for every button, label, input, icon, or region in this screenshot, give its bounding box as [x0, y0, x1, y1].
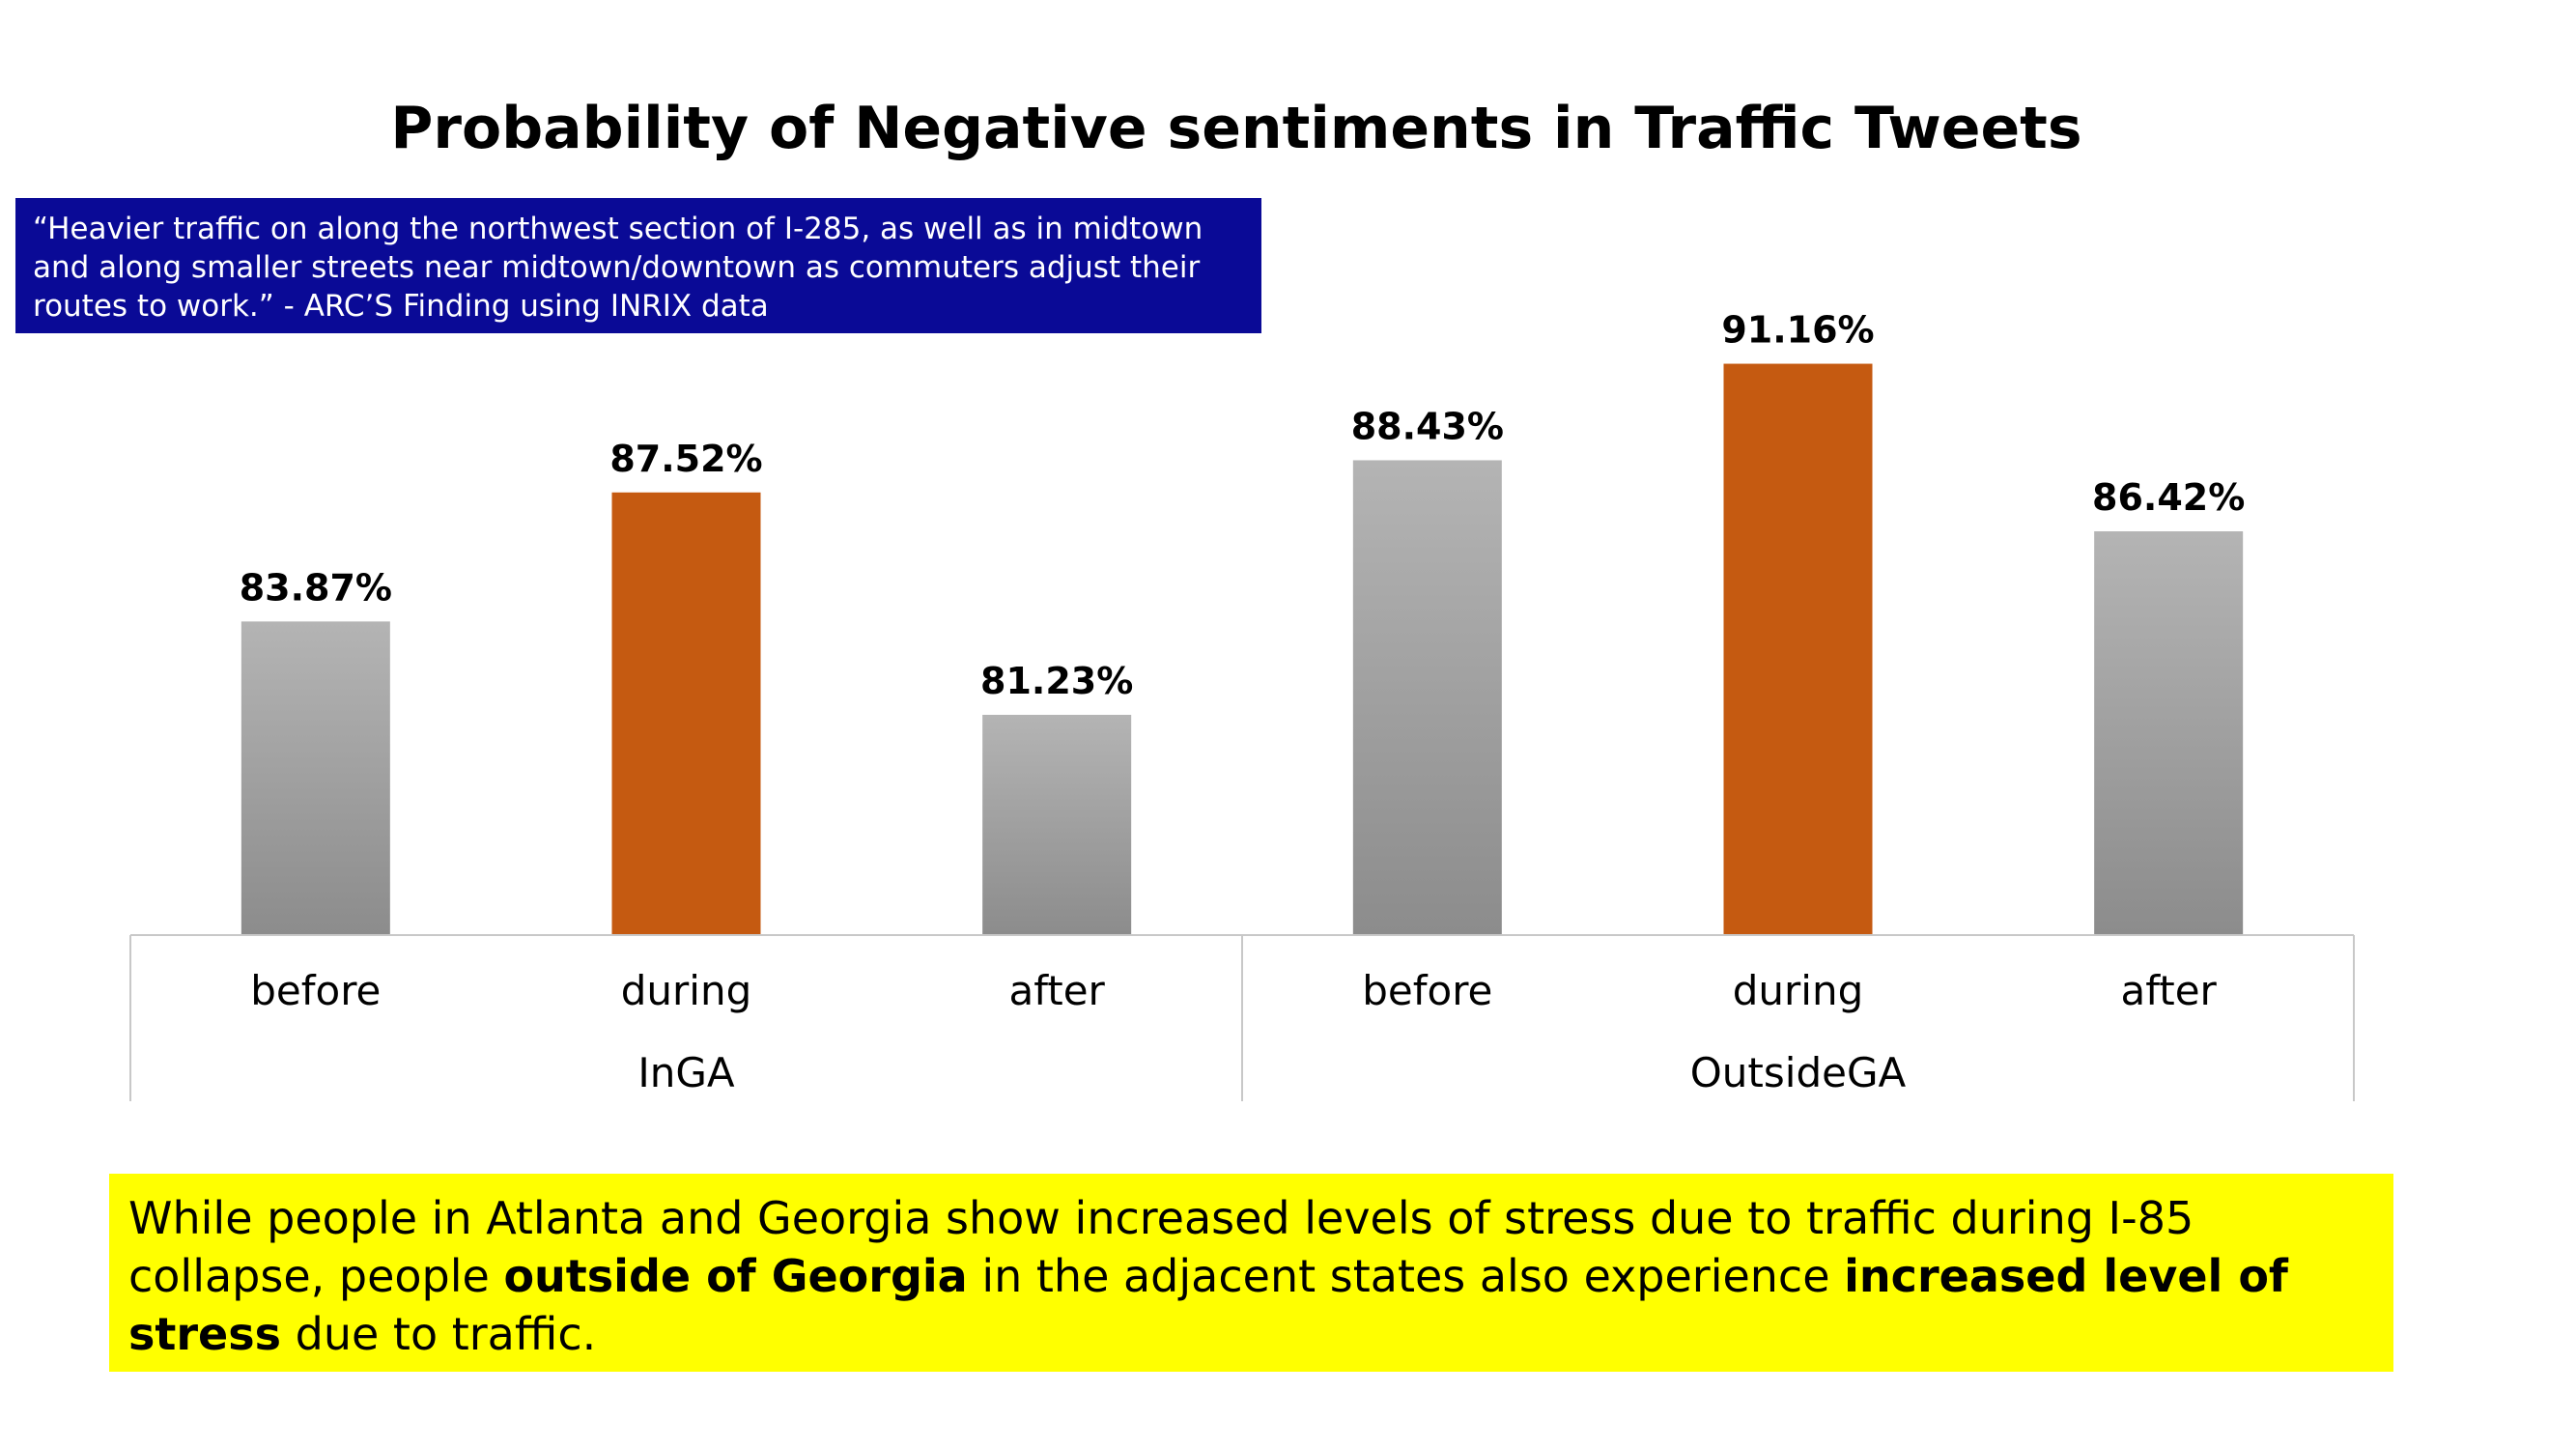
bar-inga-during [611, 492, 761, 935]
group-label: InGA [637, 1049, 735, 1096]
category-tick-label: during [621, 967, 752, 1014]
summary-box: While people in Atlanta and Georgia show… [109, 1174, 2393, 1372]
chart-title: Probability of Negative sentiments in Tr… [390, 95, 2082, 162]
bar-outsidega-during [1723, 363, 1873, 935]
bar-outsidega-before [1352, 460, 1502, 935]
bar-value-label: 88.43% [1351, 405, 1504, 447]
bar-inga-before [241, 621, 390, 935]
category-tick-label: before [250, 967, 381, 1014]
summary-text-3: due to traffic. [281, 1308, 597, 1360]
category-tick-label: before [1362, 967, 1492, 1014]
bar-value-label: 91.16% [1721, 309, 1874, 352]
category-tick-label: after [1008, 967, 1105, 1014]
category-tick-label: after [2120, 967, 2217, 1014]
bar-value-label: 86.42% [2092, 476, 2245, 519]
bar-outsidega-after [2094, 531, 2244, 935]
group-label: OutsideGA [1690, 1049, 1907, 1096]
quote-box: “Heavier traffic on along the northwest … [15, 198, 1261, 333]
summary-text-1: While people in Atlanta and Georgia show… [128, 1192, 2194, 1302]
category-tick-label: during [1733, 967, 1864, 1014]
bar-inga-after [982, 714, 1132, 935]
summary-bold-1: outside of Georgia [503, 1250, 968, 1302]
bar-value-label: 87.52% [609, 438, 762, 480]
bar-value-label: 81.23% [980, 660, 1133, 702]
quote-text: “Heavier traffic on along the northwest … [33, 212, 1203, 324]
summary-bold-2: increased level of stress [128, 1250, 2288, 1360]
bar-value-label: 83.87% [240, 566, 392, 609]
summary-text-2: in the adjacent states also experience [967, 1250, 1845, 1302]
